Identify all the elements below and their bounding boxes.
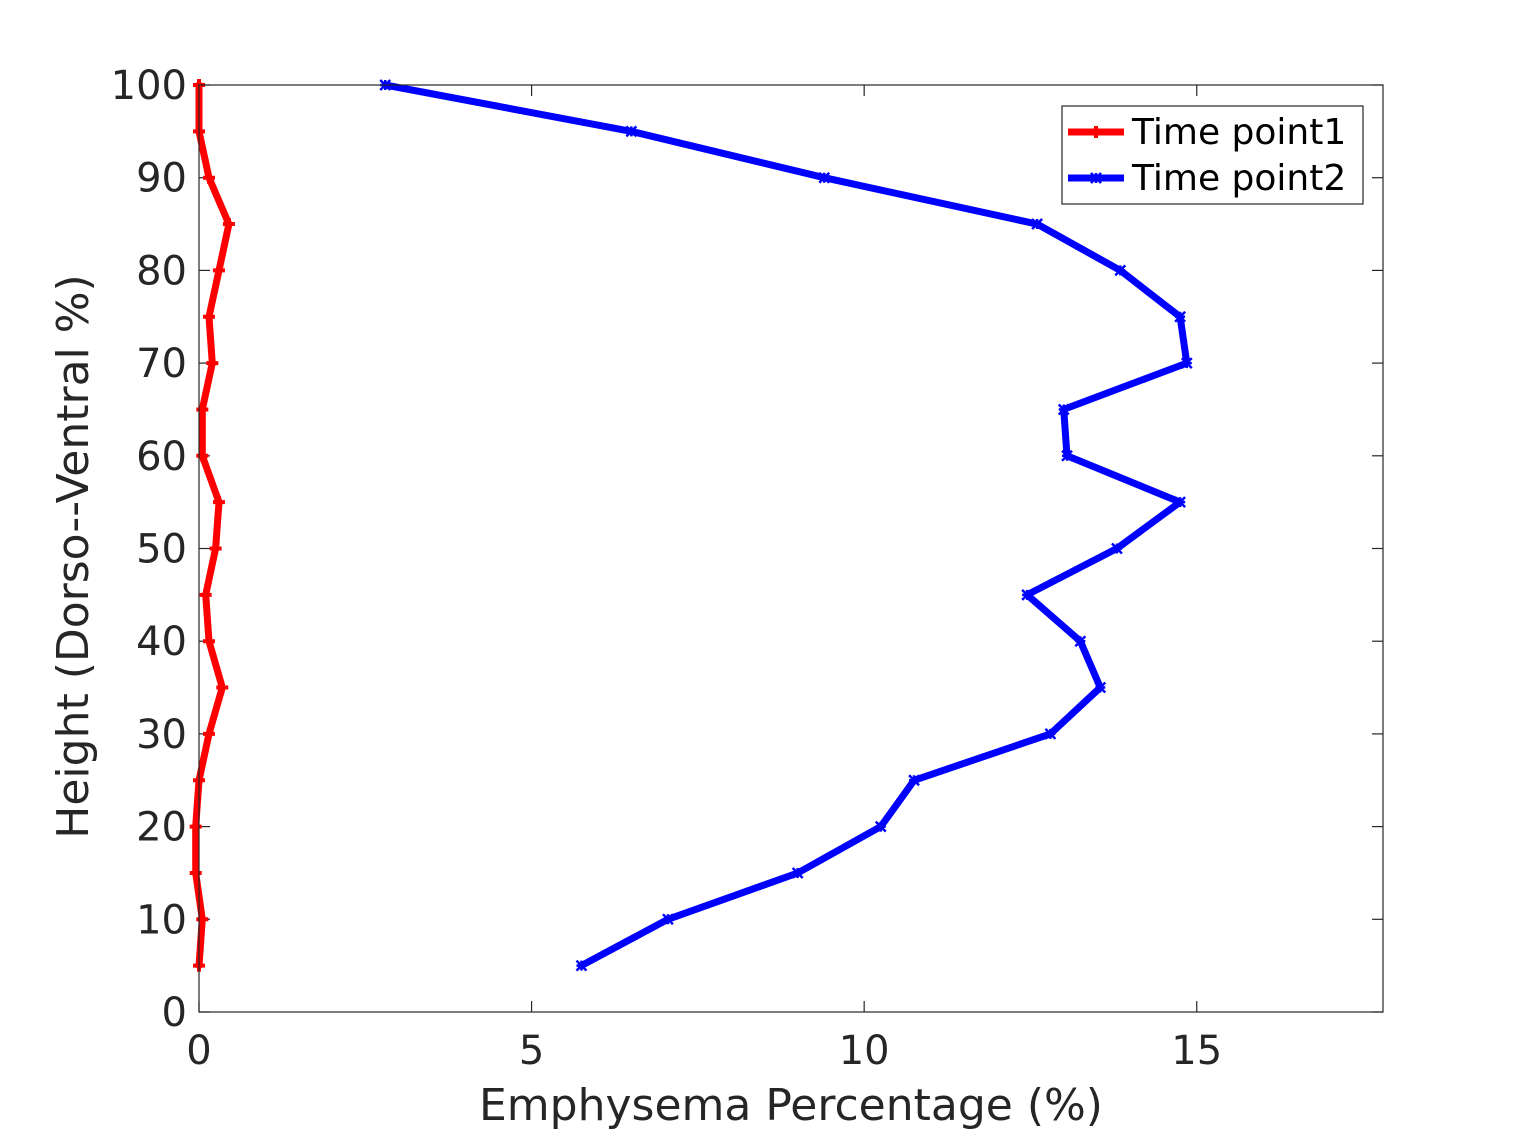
data-point bbox=[189, 866, 202, 879]
data-point bbox=[791, 867, 804, 879]
legend-marker bbox=[1090, 126, 1102, 138]
legend-entry-time-point2: Time point2 bbox=[1131, 158, 1346, 199]
legend-marker bbox=[1090, 172, 1102, 184]
y-tick-label: 40 bbox=[136, 619, 187, 665]
data-point bbox=[625, 125, 638, 138]
data-point bbox=[199, 588, 212, 601]
data-point bbox=[202, 310, 215, 323]
data-point bbox=[222, 218, 235, 231]
data-point bbox=[1174, 310, 1187, 323]
data-point bbox=[212, 496, 225, 509]
data-point bbox=[874, 820, 887, 833]
data-point bbox=[212, 264, 225, 277]
series-line bbox=[192, 81, 233, 970]
legend-entry-time-point1: Time point1 bbox=[1131, 112, 1346, 153]
data-point bbox=[1061, 449, 1073, 462]
x-tick-label: 0 bbox=[186, 1028, 211, 1074]
data-point bbox=[196, 913, 209, 926]
y-tick-label: 50 bbox=[136, 527, 187, 573]
data-point bbox=[202, 171, 215, 184]
y-tick-label: 20 bbox=[136, 805, 187, 851]
y-tick-label: 10 bbox=[136, 897, 187, 943]
data-point bbox=[216, 681, 229, 694]
data-point bbox=[1114, 264, 1127, 277]
y-tick-label: 80 bbox=[136, 248, 187, 294]
x-axis-label: Emphysema Percentage (%) bbox=[479, 1080, 1103, 1131]
data-point bbox=[1031, 218, 1043, 230]
legend-marker-time-point1 bbox=[1090, 126, 1102, 138]
y-axis-label: Height (Dorso--Ventral %) bbox=[48, 274, 99, 838]
data-point bbox=[662, 913, 674, 926]
y-tick-label: 0 bbox=[162, 990, 187, 1036]
legend: Time point1 Time point2 bbox=[1061, 105, 1364, 205]
data-point bbox=[1021, 588, 1034, 601]
legend-box bbox=[1061, 105, 1364, 205]
data-point bbox=[818, 171, 831, 184]
data-point bbox=[206, 357, 219, 370]
x-tick-label: 5 bbox=[519, 1028, 544, 1074]
y-tick-label: 100 bbox=[111, 63, 187, 109]
data-point bbox=[575, 959, 588, 972]
data-point bbox=[908, 774, 920, 787]
y-tick-label: 30 bbox=[136, 712, 187, 758]
series-line bbox=[381, 81, 1191, 970]
data-point bbox=[196, 449, 209, 462]
data-point bbox=[209, 542, 222, 555]
data-point bbox=[1057, 403, 1070, 416]
y-tick-label: 70 bbox=[136, 341, 187, 387]
data-point bbox=[189, 820, 202, 833]
y-tick-label: 60 bbox=[136, 434, 187, 480]
data-point bbox=[1074, 635, 1087, 648]
x-tick-label: 15 bbox=[1171, 1028, 1222, 1074]
legend-marker-time-point2 bbox=[1090, 172, 1102, 184]
y-tick-label: 90 bbox=[136, 156, 187, 202]
plot-area bbox=[199, 85, 1383, 1012]
data-point bbox=[1111, 542, 1123, 555]
data-point bbox=[202, 727, 215, 740]
data-point bbox=[196, 403, 209, 416]
data-point bbox=[1174, 496, 1187, 509]
data-point bbox=[202, 635, 215, 648]
data-point bbox=[1044, 728, 1057, 740]
plot-frame bbox=[198, 84, 1384, 1013]
ticks-layer: 0 5 10 15 0 10 20 30 40 50 60 70 80 90 100 bbox=[111, 63, 1383, 1074]
data-point bbox=[1180, 357, 1193, 369]
x-tick-label: 10 bbox=[839, 1028, 890, 1074]
data-point bbox=[1094, 681, 1107, 694]
